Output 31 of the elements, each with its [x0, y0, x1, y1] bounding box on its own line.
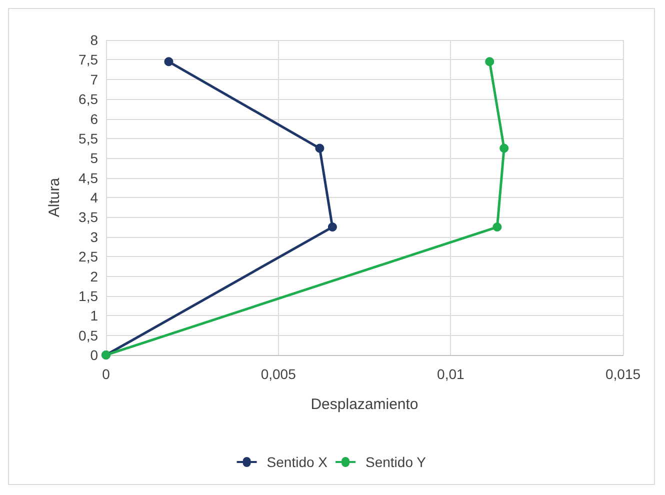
point [500, 144, 509, 153]
y-axis-title: Altura [46, 177, 63, 218]
point [315, 144, 324, 153]
y-tick-label: 5,5 [78, 130, 98, 146]
y-tick-label: 3 [90, 228, 98, 245]
point [164, 57, 174, 66]
y-tick-label: 5 [90, 150, 98, 166]
x-tick-label: 0,01 [437, 366, 465, 382]
y-tick-label: 3,5 [78, 209, 98, 226]
x-tick-label: 0,015 [605, 366, 641, 382]
y-tick-label: 7 [90, 71, 98, 88]
y-tick-label: 6,5 [78, 91, 98, 108]
y-tick-label: 4 [90, 190, 98, 206]
point [492, 222, 502, 232]
point [328, 222, 337, 232]
y-tick-label: 6 [90, 110, 98, 127]
x-tick-label: 0,005 [260, 366, 296, 382]
point [485, 57, 494, 66]
y-tick-label: 0 [90, 347, 98, 363]
x-axis-title: Desplazamiento [310, 396, 418, 413]
y-tick-label: 2 [90, 268, 98, 284]
legend-label: Sentido X [266, 454, 328, 470]
y-tick-label: 1 [90, 308, 98, 324]
y-tick-label: 0,5 [78, 327, 98, 344]
y-tick-label: 4,5 [78, 170, 98, 186]
y-tick-label: 7,5 [78, 52, 98, 68]
y-tick-label: 2,5 [78, 248, 98, 265]
x-tick-label: 0 [102, 366, 110, 382]
legend-label: Sentido Y [366, 454, 427, 470]
y-tick-label: 1,5 [78, 288, 98, 304]
y-tick-label: 8 [90, 32, 98, 48]
